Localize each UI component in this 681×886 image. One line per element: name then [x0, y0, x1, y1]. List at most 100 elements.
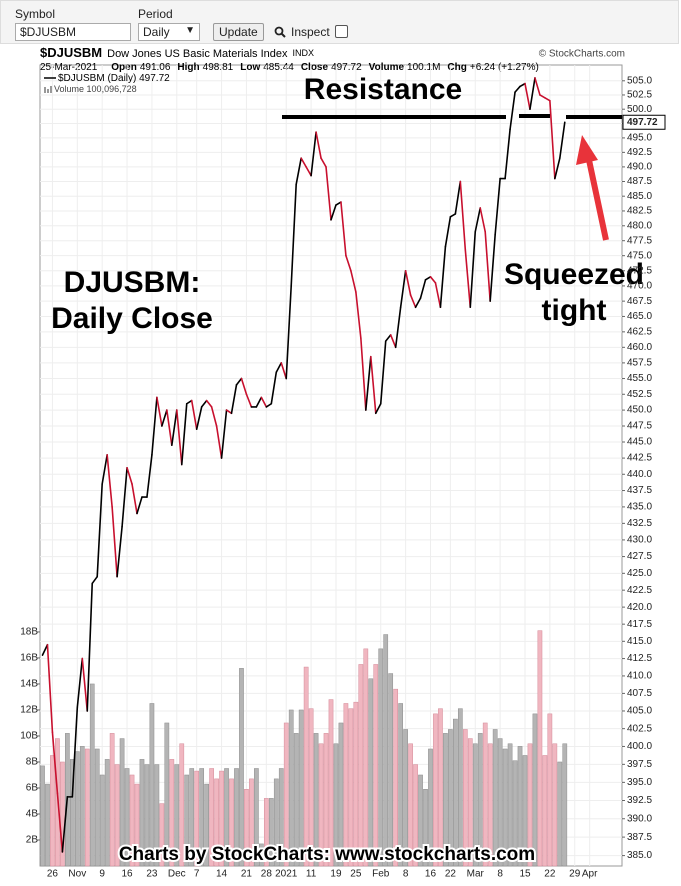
volume-bar	[229, 778, 234, 867]
quote-label: Chg	[447, 62, 466, 73]
price-segment	[350, 269, 357, 293]
inspect-checkbox[interactable]	[335, 25, 348, 38]
volume-bar	[293, 733, 299, 867]
volume-bar	[303, 666, 309, 867]
volume-bar	[443, 733, 448, 867]
annotation-squeeze: tight	[542, 294, 607, 327]
chart-exchange: INDX	[292, 48, 314, 58]
y2-tick-label: 10B	[20, 731, 38, 742]
price-segment	[210, 406, 218, 427]
symbol-input[interactable]: $DJUSBM	[15, 23, 131, 41]
volume-bar	[383, 634, 389, 867]
period-select[interactable]: Daily ▼	[138, 23, 200, 41]
y-tick-label: 482.5	[627, 206, 652, 217]
y-tick-label: 425.0	[627, 568, 652, 579]
x-tick-label: 25	[350, 869, 362, 880]
y-tick-label: 385.0	[627, 850, 652, 861]
x-tick-label: 8	[497, 869, 503, 880]
volume-bar	[154, 764, 160, 867]
x-tick-label: 22	[445, 869, 457, 880]
volume-bar	[532, 713, 538, 867]
volume-bar	[562, 743, 568, 867]
volume-bar	[179, 743, 185, 867]
volume-bar	[288, 709, 294, 867]
price-segment	[429, 276, 437, 284]
y-tick-label: 467.5	[627, 296, 652, 307]
volume-bar	[393, 688, 399, 867]
volume-bar	[139, 759, 145, 867]
y-tick-label: 452.5	[627, 389, 652, 400]
x-tick-label: 22	[544, 869, 556, 880]
x-tick-label: Apr	[582, 869, 598, 880]
volume-bar	[388, 673, 394, 867]
y2-tick-label: 2B	[26, 835, 39, 846]
volume-bar	[194, 770, 200, 867]
volume-bar	[418, 774, 423, 867]
volume-bar	[99, 774, 105, 867]
price-segment	[464, 248, 472, 309]
volume-bar	[159, 803, 165, 867]
y2-tick-label: 14B	[20, 679, 38, 690]
price-segment	[315, 131, 322, 159]
y-tick-label: 492.5	[627, 147, 652, 158]
y-tick-label: 410.0	[627, 671, 652, 682]
quote-value: 100.1M	[407, 62, 440, 73]
y-tick-label: 392.5	[627, 795, 652, 806]
price-badge	[622, 114, 666, 130]
price-segment	[91, 575, 99, 585]
price-segment	[404, 269, 412, 296]
price-segment	[151, 396, 158, 456]
price-segment	[459, 180, 467, 251]
x-tick-label: Mar	[467, 869, 485, 880]
volume-bar	[244, 789, 249, 867]
price-segment	[444, 216, 452, 248]
y2-tick-label: 6B	[26, 783, 39, 794]
volume-bar	[328, 699, 334, 867]
price-segment	[389, 334, 397, 349]
price-segment	[86, 582, 94, 712]
y-tick-label: 415.0	[627, 636, 652, 647]
annotations: Resistance DJUSBM: Daily Close Squeezed …	[51, 73, 644, 867]
volume-bar	[94, 748, 100, 867]
quote-value: +6.24 (+1.27%)	[470, 62, 539, 73]
y-tick-label: 485.0	[627, 191, 652, 202]
price-segment	[126, 466, 133, 485]
price-segment	[320, 157, 327, 168]
price-segment	[345, 254, 352, 272]
y-tick-label: 402.5	[627, 723, 652, 734]
legend-bar-icon	[50, 86, 52, 93]
volume-bar	[547, 713, 553, 867]
inspect-icon	[274, 26, 286, 38]
y-tick-label: 432.5	[627, 518, 652, 529]
quote-label: High	[177, 62, 199, 73]
toolbar: Symbol Period $DJUSBM Daily ▼ Update Insp…	[0, 0, 679, 44]
chart-header: $DJUSBM Dow Jones US Basic Materials Inde…	[40, 45, 314, 60]
arrow-head	[576, 135, 598, 165]
price-segment	[379, 340, 387, 405]
price-segment	[524, 82, 531, 111]
price-segment	[554, 157, 561, 180]
y2-tick-label: 16B	[20, 653, 38, 664]
period-value: Daily	[143, 25, 170, 39]
volume-bar	[308, 708, 314, 867]
volume-bar	[45, 783, 50, 867]
copyright: © StockCharts.com	[539, 49, 625, 60]
y-tick-label: 390.0	[627, 813, 652, 824]
price-segment	[355, 291, 362, 339]
annotation-title: DJUSBM:	[64, 266, 201, 299]
volume-bar	[144, 764, 150, 867]
volume-bar	[497, 738, 503, 867]
price-segment	[365, 355, 372, 411]
volume-bar	[333, 743, 339, 867]
price-segment	[51, 731, 59, 795]
price-segment	[325, 166, 332, 221]
update-button[interactable]: Update	[213, 23, 264, 41]
y-tick-label: 502.5	[627, 90, 652, 101]
symbol-label: Symbol	[15, 7, 56, 21]
price-segment	[270, 371, 278, 405]
price-segment	[131, 483, 138, 515]
y-tick-label: 435.0	[627, 502, 652, 513]
arrow-shaft	[586, 159, 609, 241]
volume-bar	[358, 664, 364, 867]
price-badge-label: 497.72	[627, 117, 658, 128]
